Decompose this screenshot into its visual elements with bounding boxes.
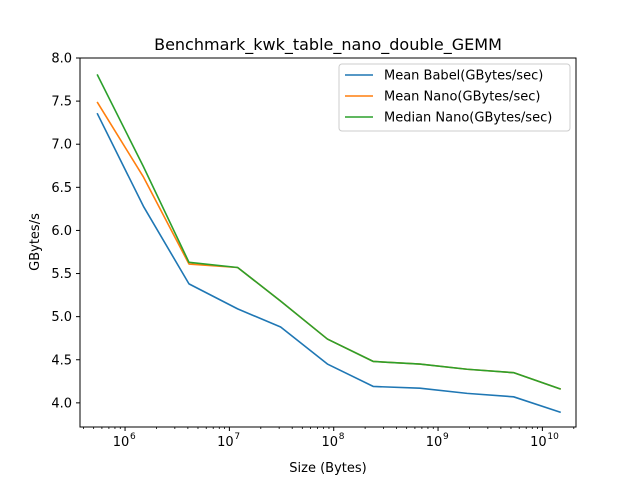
y-tick-label: 6.0 <box>51 224 72 239</box>
lines-layer <box>96 74 562 414</box>
x-tick-label: 10 <box>530 435 547 450</box>
x-tick-exponent: 9 <box>443 432 449 442</box>
legend-label-3: Median Nano(GBytes/sec) <box>384 111 552 126</box>
x-tick-label: 10 <box>426 435 443 450</box>
legend-items: Mean Babel(GBytes/sec) Mean Nano(GBytes/s… <box>345 69 552 126</box>
y-tick-label: 4.5 <box>51 353 72 368</box>
x-tick-exponent: 10 <box>547 432 559 442</box>
y-tick-label: 5.0 <box>51 310 72 325</box>
series-line-1 <box>96 112 562 414</box>
legend: Mean Babel(GBytes/sec) Mean Nano(GBytes/s… <box>338 63 571 132</box>
x-tick-exponent: 6 <box>130 432 136 442</box>
plot-frame <box>79 57 577 428</box>
legend-label-2: Mean Nano(GBytes/sec) <box>384 90 540 105</box>
y-tick-label: 8.0 <box>51 52 72 67</box>
x-tick-exponent: 8 <box>339 432 345 442</box>
x-tick-exponent: 7 <box>234 432 240 442</box>
chart-title: Benchmark_kwk_table_nano_double_GEMM <box>154 35 502 55</box>
y-tick-label: 6.5 <box>51 181 72 196</box>
x-tick-label: 10 <box>113 435 130 450</box>
y-tick-label: 5.5 <box>51 267 72 282</box>
legend-label-1: Mean Babel(GBytes/sec) <box>384 69 543 84</box>
x-axis: 10 6 10 7 10 8 10 9 10 10 <box>83 427 575 450</box>
x-axis-label: Size (Bytes) <box>289 461 366 476</box>
series-line-3 <box>96 74 562 390</box>
x-tick-label: 10 <box>321 435 338 450</box>
y-axis-label: GBytes/s <box>28 213 43 271</box>
y-tick-label: 7.0 <box>51 138 72 153</box>
legend-box <box>338 63 571 132</box>
x-tick-label: 10 <box>217 435 234 450</box>
y-tick-label: 7.5 <box>51 95 72 110</box>
y-axis: 4.0 4.5 5.0 5.5 6.0 6.5 7.0 7.5 8.0 <box>51 52 80 411</box>
y-tick-label: 4.0 <box>51 396 72 411</box>
